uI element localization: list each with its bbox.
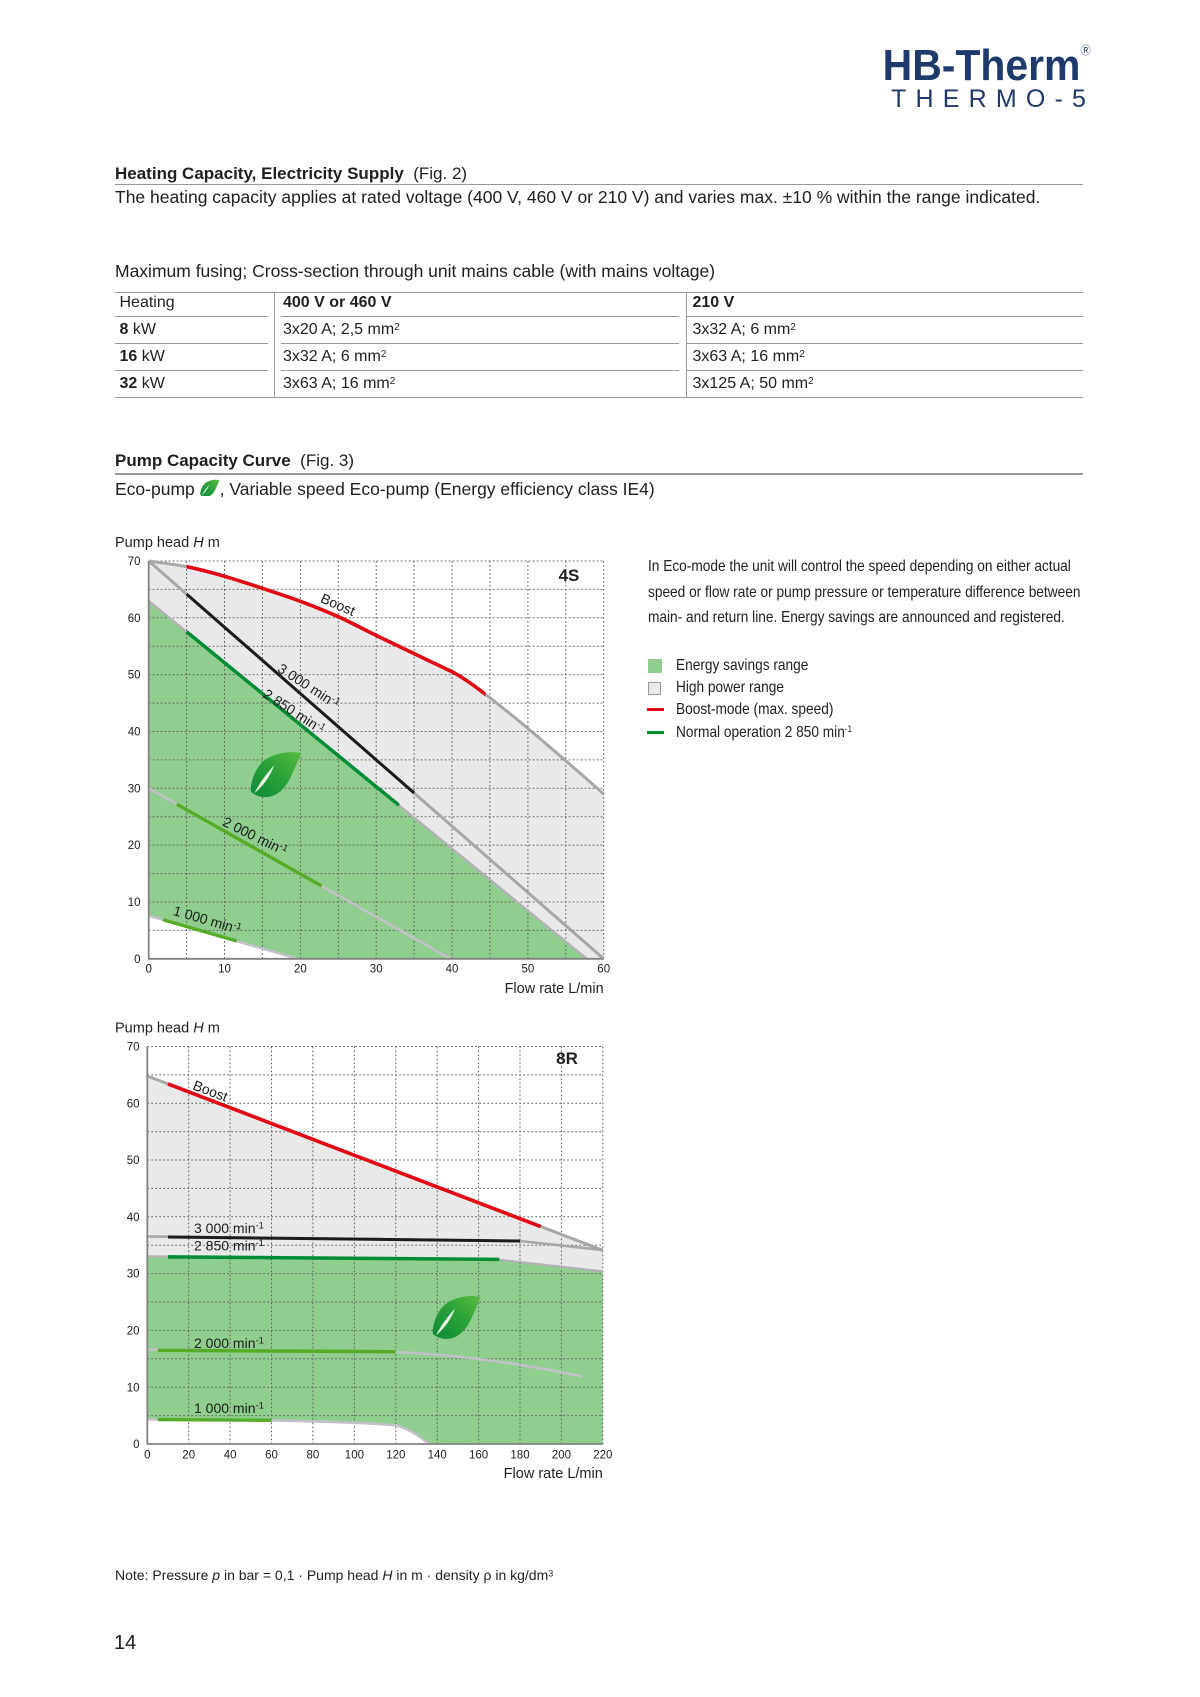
svg-text:0: 0 xyxy=(134,954,140,966)
svg-text:40: 40 xyxy=(224,1449,237,1461)
svg-text:80: 80 xyxy=(307,1449,320,1461)
svg-text:50: 50 xyxy=(127,1155,140,1167)
svg-text:40: 40 xyxy=(446,964,459,976)
svg-text:120: 120 xyxy=(386,1449,405,1461)
svg-text:10: 10 xyxy=(218,964,231,976)
svg-text:40: 40 xyxy=(128,727,141,739)
svg-text:10: 10 xyxy=(127,1382,140,1394)
svg-text:0: 0 xyxy=(133,1439,139,1451)
svg-text:160: 160 xyxy=(469,1449,488,1461)
svg-text:30: 30 xyxy=(370,964,383,976)
svg-text:50: 50 xyxy=(522,964,535,976)
svg-text:Pump head H m: Pump head H m xyxy=(115,535,220,551)
svg-text:60: 60 xyxy=(127,1098,140,1110)
svg-text:180: 180 xyxy=(510,1449,529,1461)
svg-text:20: 20 xyxy=(182,1449,195,1461)
svg-text:220: 220 xyxy=(593,1449,612,1461)
svg-text:140: 140 xyxy=(428,1449,447,1461)
svg-text:200: 200 xyxy=(552,1449,571,1461)
svg-text:0: 0 xyxy=(145,964,151,976)
svg-text:Flow rate L/min: Flow rate L/min xyxy=(504,1466,603,1482)
svg-text:10: 10 xyxy=(128,897,141,909)
svg-text:8R: 8R xyxy=(556,1049,578,1068)
svg-text:60: 60 xyxy=(265,1449,278,1461)
svg-text:30: 30 xyxy=(128,783,141,795)
svg-text:70: 70 xyxy=(127,1042,140,1054)
svg-text:20: 20 xyxy=(127,1326,140,1338)
svg-text:2 850 min-1: 2 850 min-1 xyxy=(194,1238,264,1254)
svg-text:20: 20 xyxy=(294,964,307,976)
svg-text:1 000 min-1: 1 000 min-1 xyxy=(194,1400,264,1416)
svg-text:3 000 min-1: 3 000 min-1 xyxy=(194,1220,264,1236)
svg-text:2 000 min-1: 2 000 min-1 xyxy=(194,1335,264,1351)
svg-text:60: 60 xyxy=(128,613,141,625)
svg-text:40: 40 xyxy=(127,1212,140,1224)
svg-text:60: 60 xyxy=(597,964,610,976)
svg-text:100: 100 xyxy=(345,1449,364,1461)
svg-text:Pump head H m: Pump head H m xyxy=(115,1021,220,1037)
svg-text:0: 0 xyxy=(144,1449,150,1461)
svg-text:30: 30 xyxy=(127,1269,140,1281)
svg-text:4S: 4S xyxy=(559,566,580,585)
svg-text:Flow rate L/min: Flow rate L/min xyxy=(505,981,604,997)
svg-text:50: 50 xyxy=(128,670,141,682)
svg-text:20: 20 xyxy=(128,840,141,852)
svg-text:70: 70 xyxy=(128,556,141,568)
